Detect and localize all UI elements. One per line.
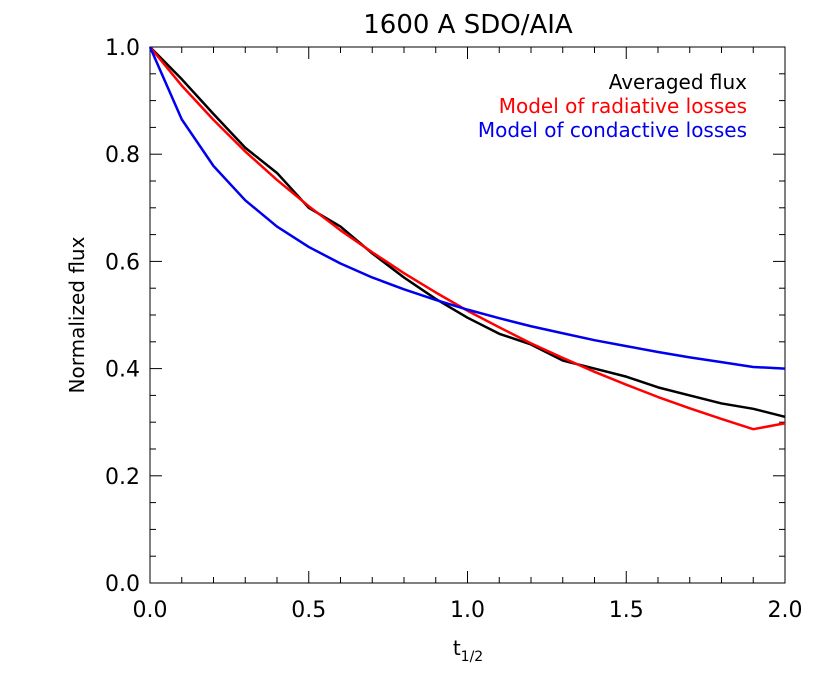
- y-tick-label: 0.2: [105, 465, 140, 490]
- y-tick-label: 0.8: [105, 143, 140, 168]
- x-axis-label-main: t: [453, 636, 461, 660]
- y-tick-label: 0.4: [105, 358, 140, 383]
- y-axis-label: Normalized flux: [65, 236, 89, 393]
- tick-labels: 0.0 0.5 1.0 1.5 2.0 0.0 0.2 0.4 0.6 0.8 1.0: [105, 36, 803, 623]
- x-axis-label: t1/2: [453, 636, 483, 665]
- series-lines: [148, 46, 786, 431]
- x-tick-label: 0.0: [133, 598, 168, 623]
- x-axis-label-subscript: 1/2: [461, 649, 484, 665]
- series-line-1: [149, 46, 786, 419]
- legend-entry-3: Model of condactive losses: [478, 118, 747, 142]
- chart-title: 1600 A SDO/AIA: [363, 10, 573, 40]
- x-tick-label: 1.5: [609, 598, 644, 623]
- x-tick-label: 1.0: [450, 598, 485, 623]
- legend-entry-2: Model of radiative losses: [499, 94, 747, 118]
- y-tick-label: 0.6: [105, 250, 140, 275]
- y-tick-label: 0.0: [105, 572, 140, 597]
- x-tick-label: 2.0: [768, 598, 803, 623]
- legend-entry-1: Averaged flux: [609, 70, 747, 94]
- axis-ticks: [149, 46, 786, 584]
- y-tick-label: 1.0: [105, 36, 140, 61]
- x-tick-label: 0.5: [291, 598, 326, 623]
- series-line-3: [148, 46, 786, 370]
